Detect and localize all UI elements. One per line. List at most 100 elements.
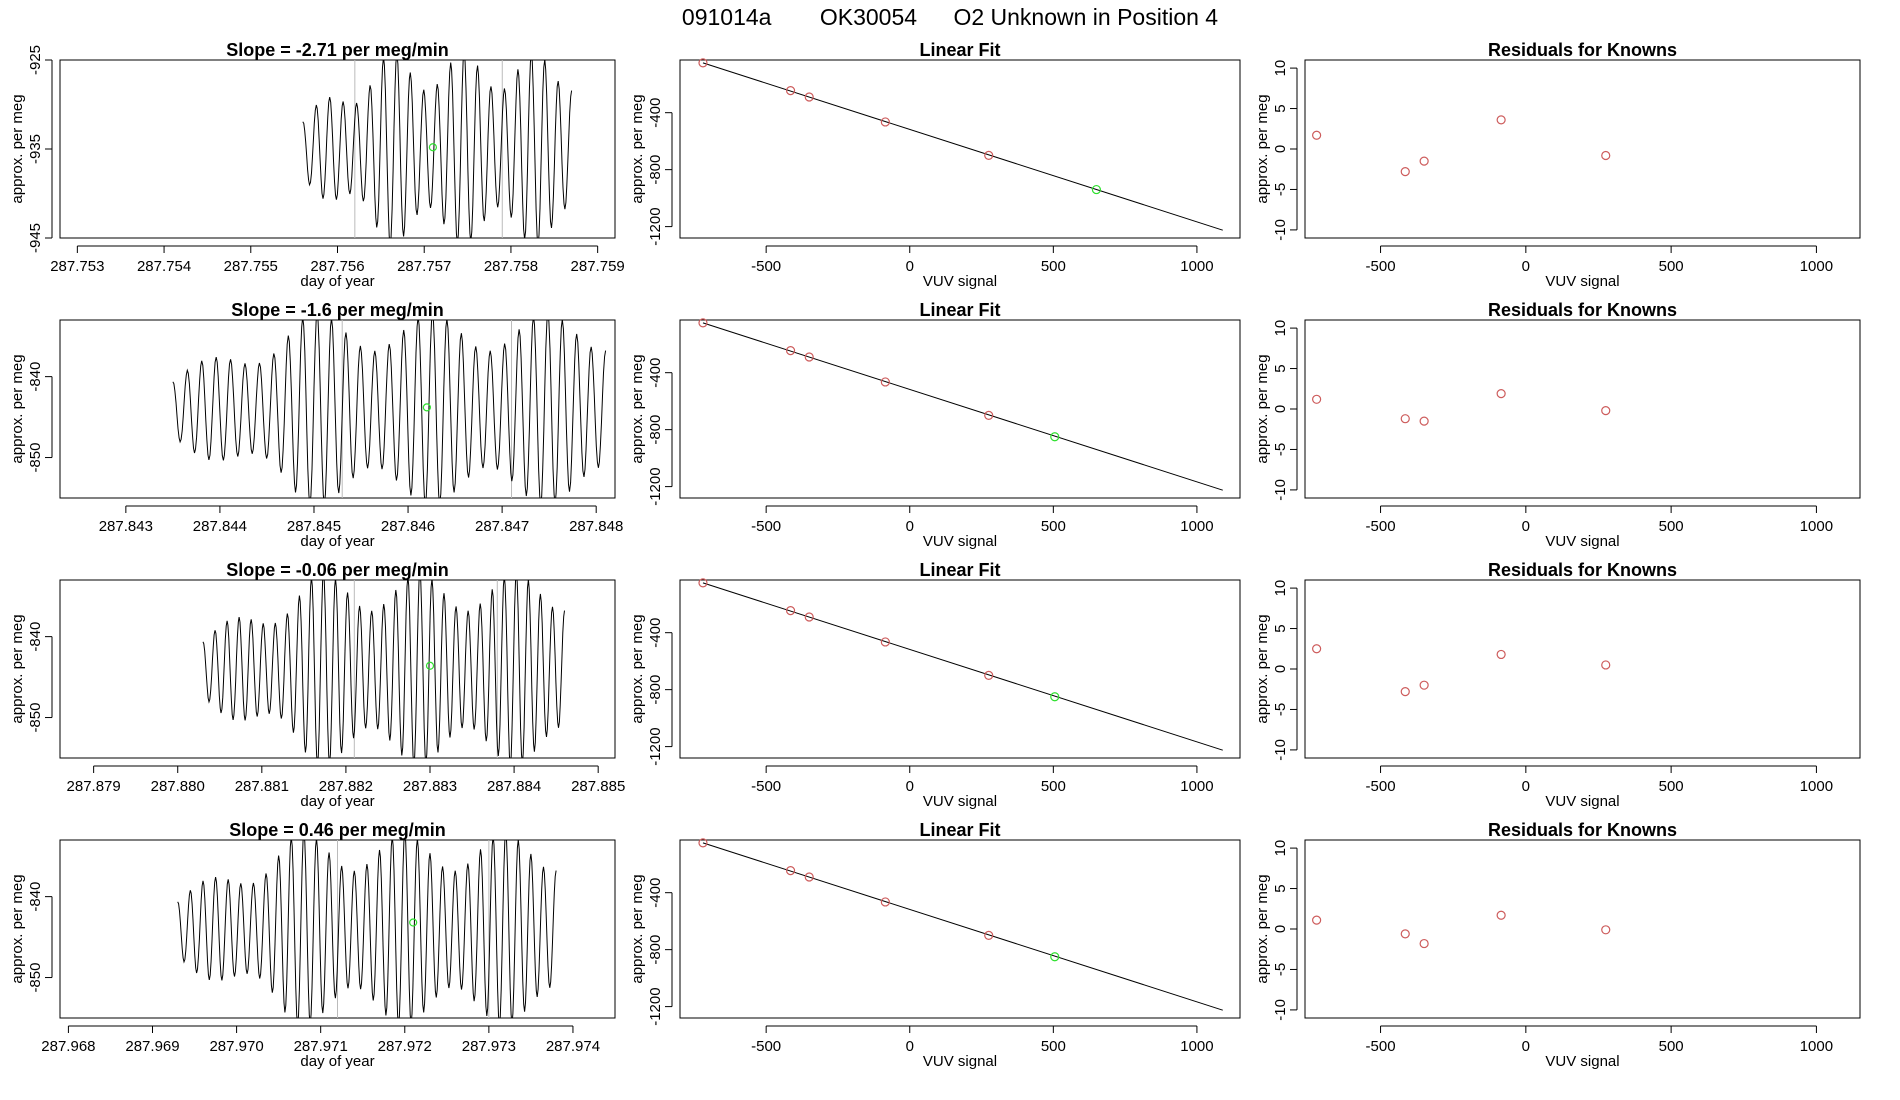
x-tick-label: 287.754 bbox=[137, 258, 191, 275]
chart-title: Residuals for Knowns bbox=[1488, 300, 1677, 320]
residual-point bbox=[1419, 938, 1429, 949]
y-tick-label: -1200 bbox=[647, 727, 664, 765]
x-tick-label: -500 bbox=[1366, 518, 1396, 535]
residual-point bbox=[1496, 649, 1506, 660]
signal-trace bbox=[172, 320, 607, 498]
x-tick-label: 287.847 bbox=[475, 518, 529, 535]
x-axis-label: day of year bbox=[300, 793, 374, 810]
x-axis-label: day of year bbox=[300, 1053, 374, 1070]
y-axis-label: approx. per meg bbox=[9, 614, 26, 723]
x-axis-label: VUV signal bbox=[923, 533, 997, 550]
y-tick-label: -840 bbox=[27, 362, 44, 392]
y-axis-label: approx. per meg bbox=[629, 614, 646, 723]
x-axis-label: day of year bbox=[300, 533, 374, 550]
y-tick-label: -1200 bbox=[647, 207, 664, 245]
residual-point bbox=[1601, 150, 1611, 161]
signal-trace bbox=[177, 840, 557, 1018]
x-tick-label: 0 bbox=[906, 258, 914, 275]
x-tick-label: 287.757 bbox=[397, 258, 451, 275]
known-point bbox=[984, 150, 994, 161]
x-tick-label: 287.883 bbox=[403, 778, 457, 795]
y-tick-label: 5 bbox=[1272, 364, 1289, 372]
x-tick-label: -500 bbox=[751, 258, 781, 275]
x-tick-label: 0 bbox=[1522, 258, 1530, 275]
known-point bbox=[880, 897, 890, 907]
x-tick-label: 1000 bbox=[1800, 778, 1833, 795]
y-axis-label: approx. per meg bbox=[9, 94, 26, 203]
y-axis-label: approx. per meg bbox=[1254, 94, 1271, 203]
chart-title: Residuals for Knowns bbox=[1488, 820, 1677, 840]
title-tank-id: OK30054 bbox=[820, 4, 917, 30]
residual-point bbox=[1419, 156, 1429, 166]
residual-point bbox=[1400, 167, 1410, 177]
y-tick-label: -800 bbox=[647, 675, 664, 705]
residual-point bbox=[1601, 660, 1611, 670]
x-tick-label: 287.969 bbox=[125, 1038, 179, 1055]
signal-trace bbox=[202, 580, 565, 758]
plot-frame bbox=[679, 319, 1241, 499]
y-tick-label: -850 bbox=[27, 963, 44, 993]
known-point bbox=[804, 872, 814, 882]
known-point bbox=[698, 318, 708, 328]
panel-residuals: Residuals for Knowns -500 0 500 1000 VUV sign… bbox=[1254, 40, 1861, 290]
y-tick-label: -840 bbox=[27, 882, 44, 912]
chart-title: Slope = -0.06 per meg/min bbox=[226, 560, 449, 580]
x-tick-label: 287.974 bbox=[546, 1038, 600, 1055]
y-tick-label: -1200 bbox=[647, 467, 664, 505]
y-tick-label: 0 bbox=[1272, 665, 1289, 673]
known-point bbox=[984, 670, 994, 681]
x-tick-label: 287.845 bbox=[287, 518, 341, 535]
y-tick-label: 0 bbox=[1272, 405, 1289, 413]
known-point bbox=[804, 92, 814, 102]
x-tick-label: 1000 bbox=[1800, 1038, 1833, 1055]
x-axis-label: VUV signal bbox=[923, 793, 997, 810]
x-axis-label: day of year bbox=[300, 273, 374, 290]
unknown-sample-point bbox=[425, 661, 435, 670]
known-point bbox=[880, 637, 890, 647]
plot-frame bbox=[679, 59, 1241, 239]
y-tick-label: -850 bbox=[27, 703, 44, 733]
fit-line bbox=[702, 842, 1223, 1011]
x-tick-label: 1000 bbox=[1180, 518, 1213, 535]
y-tick-label: -10 bbox=[1272, 479, 1289, 501]
known-point bbox=[785, 86, 796, 96]
y-tick-label: -800 bbox=[647, 935, 664, 965]
x-tick-label: -500 bbox=[1366, 1038, 1396, 1055]
x-tick-label: 287.756 bbox=[310, 258, 364, 275]
x-tick-label: 500 bbox=[1041, 778, 1066, 795]
x-tick-label: 287.972 bbox=[378, 1038, 432, 1055]
panel-residuals: Residuals for Knowns -500 0 500 1000 VUV sign… bbox=[1254, 300, 1861, 550]
residual-point bbox=[1400, 414, 1410, 424]
y-axis-label: approx. per meg bbox=[9, 354, 26, 463]
title-position: O2 Unknown in Position 4 bbox=[953, 4, 1218, 30]
chart-title: Slope = -1.6 per meg/min bbox=[231, 300, 444, 320]
panel-grid: Slope = -2.71 per meg/min 287.753 287.754 2… bbox=[9, 40, 1861, 1070]
y-tick-label: -5 bbox=[1272, 963, 1289, 976]
y-tick-label: -10 bbox=[1272, 739, 1289, 761]
plot-frame bbox=[1304, 579, 1861, 759]
y-tick-label: -400 bbox=[647, 98, 664, 128]
panel-residuals: Residuals for Knowns -500 0 500 1000 VUV sign… bbox=[1254, 820, 1861, 1070]
x-tick-label: 0 bbox=[1522, 1038, 1530, 1055]
y-tick-label: -5 bbox=[1272, 183, 1289, 196]
x-tick-label: 287.753 bbox=[50, 258, 104, 275]
plot-frame bbox=[59, 319, 616, 499]
x-tick-label: 500 bbox=[1659, 518, 1684, 535]
y-tick-label: 10 bbox=[1272, 840, 1289, 857]
y-tick-label: -400 bbox=[647, 358, 664, 388]
y-axis-label: approx. per meg bbox=[1254, 614, 1271, 723]
x-tick-label: 500 bbox=[1041, 1038, 1066, 1055]
x-tick-label: 287.973 bbox=[462, 1038, 516, 1055]
y-tick-label: -945 bbox=[27, 223, 44, 253]
x-tick-label: 500 bbox=[1041, 258, 1066, 275]
residual-point bbox=[1312, 915, 1322, 925]
x-tick-label: 1000 bbox=[1180, 778, 1213, 795]
y-tick-label: 10 bbox=[1272, 320, 1289, 337]
plot-frame bbox=[679, 839, 1241, 1019]
x-tick-label: 287.848 bbox=[569, 518, 623, 535]
y-tick-label: -800 bbox=[647, 415, 664, 445]
residual-point bbox=[1601, 406, 1611, 416]
x-axis-label: VUV signal bbox=[923, 273, 997, 290]
residual-point bbox=[1496, 115, 1506, 125]
